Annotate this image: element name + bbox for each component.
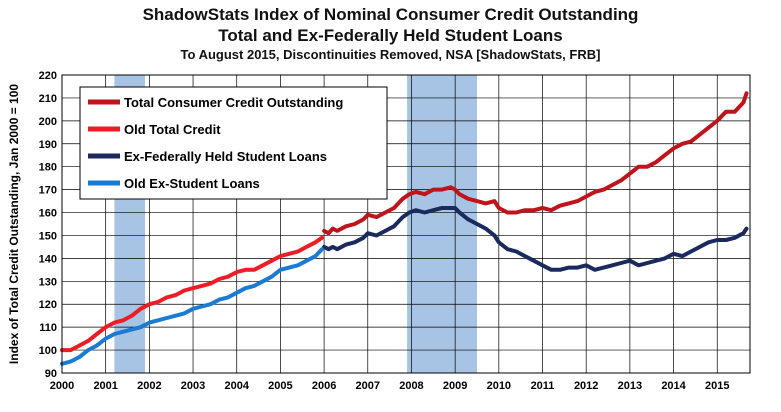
x-tick-label: 2002 [137, 380, 161, 392]
series-line-2 [60, 235, 324, 353]
y-tick-label: 220 [39, 70, 57, 82]
chart-title: ShadowStats Index of Nominal Consumer Cr… [142, 5, 639, 24]
chart-subtitle: To August 2015, Discontinuities Removed,… [180, 47, 601, 62]
y-tick-label: 130 [39, 276, 57, 288]
x-tick-label: 2009 [443, 380, 467, 392]
y-tick-label: 150 [39, 230, 57, 242]
legend-label: Total Consumer Credit Outstanding [124, 95, 343, 110]
legend-box [79, 86, 388, 200]
x-tick-label: 2001 [93, 380, 117, 392]
y-tick-label: 180 [39, 162, 57, 174]
series-line-4 [60, 247, 324, 366]
y-tick-label: 110 [39, 322, 57, 334]
recession-band-2 [407, 75, 477, 373]
y-tick-label: 90 [45, 368, 57, 380]
series-line-3 [322, 206, 749, 272]
x-tick-label: 2005 [268, 380, 292, 392]
y-tick-label: 170 [39, 185, 57, 197]
legend-label: Old Ex-Student Loans [124, 176, 260, 191]
chart-title-block: ShadowStats Index of Nominal Consumer Cr… [0, 4, 781, 64]
x-tick-label: 2004 [224, 380, 249, 392]
x-tick-label: 2013 [618, 380, 642, 392]
chart-title-line-2: Total and Ex-Federally Held Student Loan… [218, 26, 563, 45]
y-axis-label: Index of Total Credit Outstanding, Jan 2… [7, 84, 21, 365]
legend-label: Old Total Credit [124, 122, 221, 137]
y-tick-label: 140 [39, 253, 57, 265]
x-tick-label: 2000 [50, 380, 74, 392]
x-tick-label: 2010 [487, 380, 511, 392]
x-tick-label: 2012 [574, 380, 598, 392]
y-tick-label: 100 [39, 345, 57, 357]
series-lines [60, 91, 749, 366]
legend: Total Consumer Credit Outstanding Old Tot… [79, 86, 388, 200]
y-tick-label: 200 [39, 116, 57, 128]
x-tick-label: 2003 [181, 380, 205, 392]
y-tick-label: 120 [39, 299, 57, 311]
x-tick-label: 2006 [312, 380, 336, 392]
legend-label: Ex-Federally Held Student Loans [124, 149, 327, 164]
plot-border [61, 74, 751, 374]
x-tick-labels: 2000 2001 2002 2003 2004 2005 2006 2007 2008 2009… [50, 380, 730, 392]
x-tick-label: 2007 [356, 380, 380, 392]
series-line-1 [322, 91, 749, 236]
x-tick-label: 2015 [705, 380, 729, 392]
y-tick-label: 210 [39, 93, 57, 105]
y-tick-label: 190 [39, 139, 57, 151]
x-tick-label: 2014 [661, 380, 686, 392]
x-tick-label: 2011 [531, 380, 555, 392]
y-tick-label: 160 [39, 208, 57, 220]
x-tick-label: 2008 [399, 380, 423, 392]
y-tick-labels: 90 100 110 120 130 140 150 160 170 180 190 200 210 22… [39, 70, 57, 380]
